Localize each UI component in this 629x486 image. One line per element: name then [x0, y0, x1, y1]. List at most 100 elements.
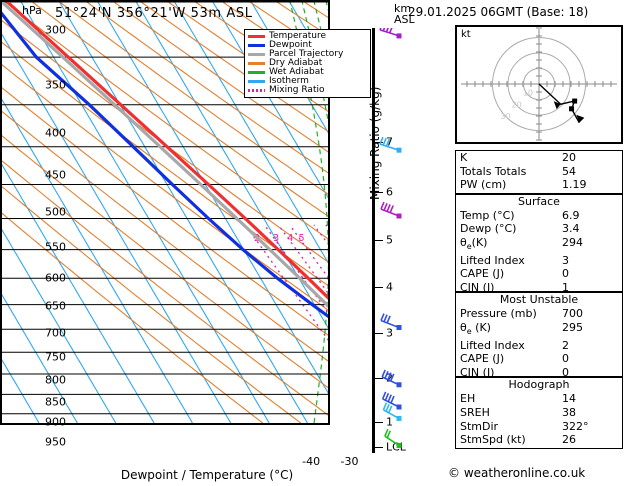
- isotherm-line: [174, 2, 328, 264]
- height-tick-label: 2: [386, 371, 393, 385]
- wind-barb: [382, 402, 402, 421]
- index-row: SREH 38: [456, 406, 622, 420]
- index-label: StmSpd (kt): [460, 433, 526, 447]
- pressure-tick-label: 350: [45, 78, 66, 92]
- hodograph-ring: [507, 52, 571, 116]
- height-tick-mark: [375, 240, 383, 242]
- dry-adiabat-line: [2, 160, 328, 416]
- isotherm-line: [250, 2, 328, 134]
- isotherm-line: [135, 2, 328, 329]
- mixing-ratio-label: 3: [273, 233, 279, 244]
- index-value: 26: [562, 433, 576, 447]
- trace-dewpoint: [2, 11, 328, 319]
- height-axis-unit-label: km ASL: [394, 3, 415, 25]
- copyright-notice: © weatheronline.co.uk: [448, 466, 586, 480]
- isotherm-line: [2, 33, 232, 423]
- index-label: Dewp (°C): [460, 222, 517, 236]
- legend-label: Isotherm: [269, 76, 309, 86]
- index-label: Lifted Index: [460, 253, 525, 267]
- pressure-tick-label: 300: [45, 23, 66, 37]
- index-row: Lifted Index 3: [456, 254, 622, 268]
- index-value: 0: [562, 267, 569, 281]
- index-value: 1: [562, 280, 569, 294]
- isotherm-line: [2, 98, 193, 423]
- index-row: CIN (J) 0: [456, 366, 622, 380]
- height-tick-label: 3: [386, 326, 393, 340]
- pressure-tick-label: 450: [45, 168, 66, 182]
- mixing-ratio-label: 5: [298, 233, 304, 244]
- wind-barb: [379, 22, 402, 39]
- legend-item: Temperature: [248, 32, 367, 41]
- datetime-title: 29.01.2025 06GMT (Base: 18): [408, 5, 589, 19]
- dry-adiabat-line: [2, 135, 328, 389]
- dry-adiabat-line: [2, 185, 302, 423]
- index-value: 295: [562, 320, 583, 334]
- index-row: CIN (J) 1: [456, 281, 622, 295]
- pressure-tick-label: 650: [45, 299, 66, 313]
- height-tick-mark: [375, 446, 383, 448]
- index-row: Totals Totals 54: [456, 165, 622, 179]
- height-tick-mark: [375, 378, 383, 380]
- index-value: 20: [562, 151, 576, 164]
- pressure-tick-label: 850: [45, 395, 66, 409]
- x-axis-title: Dewpoint / Temperature (°C): [120, 468, 294, 482]
- panel-heading: Surface: [518, 194, 560, 208]
- panel-heading: Hodograph: [508, 378, 570, 392]
- height-tick-label: 1: [386, 415, 393, 429]
- hodograph-ring: [523, 68, 555, 100]
- pressure-tick-label: 400: [45, 126, 66, 140]
- index-row: CAPE (J) 0: [456, 267, 622, 281]
- legend-swatch: [248, 89, 265, 92]
- index-row: CAPE (J) 0: [456, 352, 622, 366]
- index-value: 700: [562, 307, 583, 321]
- pressure-tick-label: 500: [45, 205, 66, 219]
- height-tick-label: 5: [386, 233, 393, 247]
- dry-adiabat-line: [86, 2, 328, 174]
- pressure-axis-unit-label: hPa: [22, 4, 42, 17]
- index-value: 0: [562, 352, 569, 366]
- panel-heading: Most Unstable: [499, 293, 579, 307]
- wind-barb-column: [374, 22, 440, 453]
- dry-adiabat-line: [2, 64, 328, 311]
- index-value: 6.9: [562, 208, 580, 222]
- dry-adiabat-line: [2, 87, 328, 336]
- index-value: 3: [562, 253, 569, 267]
- index-label: K: [460, 151, 468, 164]
- indices-panel-surface: Surface Temp (°C) 6.9 Dewp (°C) 3.4 θe(K) 294 L…: [455, 193, 623, 295]
- temperature-tick-label: -30: [340, 455, 359, 468]
- height-tick-mark: [375, 421, 383, 423]
- isotherm-line: [2, 359, 40, 423]
- legend-label: Dry Adiabat: [269, 58, 323, 68]
- dry-adiabat-line: [2, 212, 264, 423]
- hodograph-plot[interactable]: 10 20 30: [455, 11, 623, 157]
- index-value: 54: [562, 164, 576, 178]
- km-label-line2: ASL: [394, 13, 415, 26]
- hodograph-ring-label: 10: [523, 89, 533, 98]
- index-row: StmDir 322°: [456, 420, 622, 434]
- index-value: 294: [562, 235, 583, 249]
- indices-panel-most-unstable: Most Unstable Pressure (mb) 700 θe (K) 295 Li…: [455, 292, 623, 380]
- dry-adiabat-line: [2, 41, 328, 287]
- index-row: PW (cm) 1.19: [456, 178, 622, 192]
- wet-adiabat-line: [289, 2, 328, 423]
- legend-swatch: [248, 80, 265, 83]
- index-label: SREH: [460, 405, 490, 419]
- index-value: 14: [562, 392, 576, 406]
- hodograph-ring-label: 30: [500, 112, 510, 121]
- legend-item: Parcel Trajectory: [248, 50, 367, 59]
- mixing-ratio-line: [289, 224, 328, 279]
- index-row: StmSpd (kt) 26: [456, 433, 622, 447]
- legend-item: Dry Adiabat: [248, 59, 367, 68]
- wind-barb-svg: [379, 22, 402, 448]
- legend-swatch: [248, 53, 265, 56]
- trace-parcel-trajectory: [2, 2, 328, 309]
- index-row: Lifted Index 2: [456, 339, 622, 353]
- temperature-tick-label: -40: [302, 455, 321, 468]
- trace-temperature: [6, 2, 328, 300]
- pressure-tick-label: 550: [45, 240, 66, 253]
- legend-label: Wet Adiabat: [269, 67, 324, 77]
